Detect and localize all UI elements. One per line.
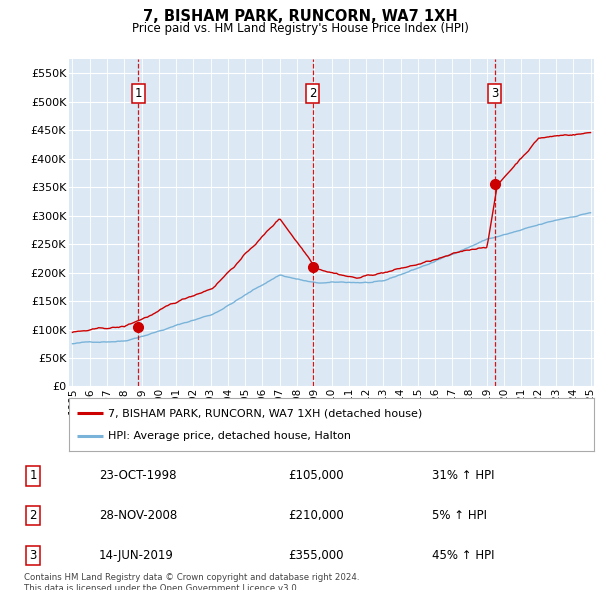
Text: 7, BISHAM PARK, RUNCORN, WA7 1XH (detached house): 7, BISHAM PARK, RUNCORN, WA7 1XH (detach…: [109, 408, 422, 418]
Text: 28-NOV-2008: 28-NOV-2008: [99, 509, 177, 522]
Text: 45% ↑ HPI: 45% ↑ HPI: [432, 549, 494, 562]
Text: 31% ↑ HPI: 31% ↑ HPI: [432, 470, 494, 483]
Text: 7, BISHAM PARK, RUNCORN, WA7 1XH: 7, BISHAM PARK, RUNCORN, WA7 1XH: [143, 9, 457, 24]
Text: 1: 1: [134, 87, 142, 100]
Text: £355,000: £355,000: [288, 549, 343, 562]
Text: £105,000: £105,000: [288, 470, 344, 483]
Text: Contains HM Land Registry data © Crown copyright and database right 2024.
This d: Contains HM Land Registry data © Crown c…: [24, 573, 359, 590]
Text: 2: 2: [309, 87, 316, 100]
Text: 3: 3: [29, 549, 37, 562]
Text: 3: 3: [491, 87, 499, 100]
Text: 14-JUN-2019: 14-JUN-2019: [99, 549, 174, 562]
Text: Price paid vs. HM Land Registry's House Price Index (HPI): Price paid vs. HM Land Registry's House …: [131, 22, 469, 35]
Text: 1: 1: [29, 470, 37, 483]
Text: 23-OCT-1998: 23-OCT-1998: [99, 470, 176, 483]
Text: 5% ↑ HPI: 5% ↑ HPI: [432, 509, 487, 522]
Text: £210,000: £210,000: [288, 509, 344, 522]
Text: HPI: Average price, detached house, Halton: HPI: Average price, detached house, Halt…: [109, 431, 352, 441]
Text: 2: 2: [29, 509, 37, 522]
